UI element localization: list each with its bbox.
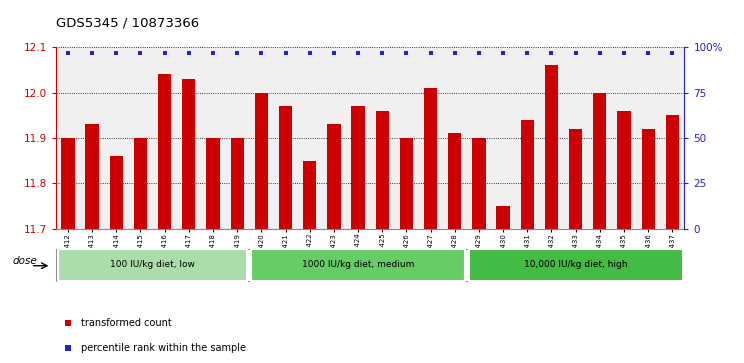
Bar: [545, 65, 558, 229]
Bar: [303, 160, 316, 229]
Bar: [472, 138, 486, 229]
Bar: [424, 88, 437, 229]
Bar: [641, 129, 655, 229]
Text: 1000 IU/kg diet, medium: 1000 IU/kg diet, medium: [302, 261, 414, 269]
FancyBboxPatch shape: [251, 249, 465, 281]
Text: percentile rank within the sample: percentile rank within the sample: [81, 343, 246, 354]
Bar: [279, 106, 292, 229]
Bar: [134, 138, 147, 229]
FancyBboxPatch shape: [58, 249, 247, 281]
Bar: [400, 138, 413, 229]
Text: GDS5345 / 10873366: GDS5345 / 10873366: [56, 16, 199, 29]
FancyBboxPatch shape: [469, 249, 682, 281]
Bar: [496, 206, 510, 229]
Bar: [254, 93, 268, 229]
Bar: [231, 138, 244, 229]
Text: 100 IU/kg diet, low: 100 IU/kg diet, low: [110, 261, 195, 269]
Bar: [666, 115, 679, 229]
Bar: [86, 124, 99, 229]
Bar: [521, 120, 534, 229]
Bar: [327, 124, 341, 229]
Text: dose: dose: [12, 256, 37, 266]
Bar: [109, 156, 123, 229]
Bar: [61, 138, 74, 229]
Bar: [351, 106, 365, 229]
Bar: [376, 111, 389, 229]
Bar: [593, 93, 606, 229]
Bar: [206, 138, 219, 229]
Bar: [182, 79, 196, 229]
Bar: [618, 111, 631, 229]
Text: 10,000 IU/kg diet, high: 10,000 IU/kg diet, high: [524, 261, 627, 269]
Bar: [569, 129, 583, 229]
Bar: [448, 133, 461, 229]
Bar: [158, 74, 171, 229]
Text: transformed count: transformed count: [81, 318, 172, 328]
